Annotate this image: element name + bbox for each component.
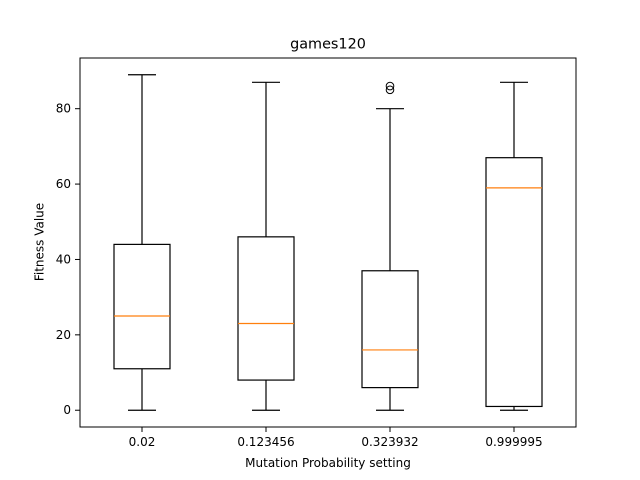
box-iqr [361, 270, 419, 389]
box-iqr [113, 243, 171, 370]
plot-frame [79, 57, 577, 428]
y-tick-label: 40 [56, 252, 71, 266]
y-axis-label: Fitness Value [33, 203, 47, 281]
y-tick-label: 0 [63, 403, 71, 417]
y-tick-label: 20 [56, 328, 71, 342]
x-tick-label: 0.123456 [237, 435, 294, 449]
plot-area: 0 20 40 60 80 0.02 0.123456 0.323932 0.999995 [56, 57, 577, 449]
x-tick-label: 0.02 [129, 435, 156, 449]
y-tick-label: 60 [56, 177, 71, 191]
outlier-point [385, 81, 395, 91]
chart-title: games120 [290, 37, 366, 53]
y-tick-label: 80 [56, 102, 71, 116]
outlier-point [385, 85, 395, 95]
x-tick-label: 0.323932 [361, 435, 418, 449]
x-axis-label: Mutation Probability setting [245, 456, 411, 470]
box-iqr [485, 157, 543, 408]
x-tick-label: 0.999995 [485, 435, 542, 449]
box-iqr [237, 236, 295, 381]
